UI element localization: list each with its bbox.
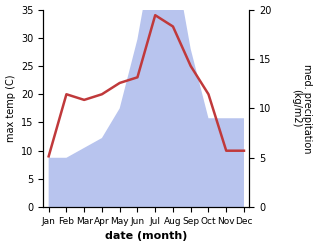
Y-axis label: max temp (C): max temp (C) [5, 75, 16, 142]
X-axis label: date (month): date (month) [105, 231, 188, 242]
Y-axis label: med. precipitation
(kg/m2): med. precipitation (kg/m2) [291, 64, 313, 153]
